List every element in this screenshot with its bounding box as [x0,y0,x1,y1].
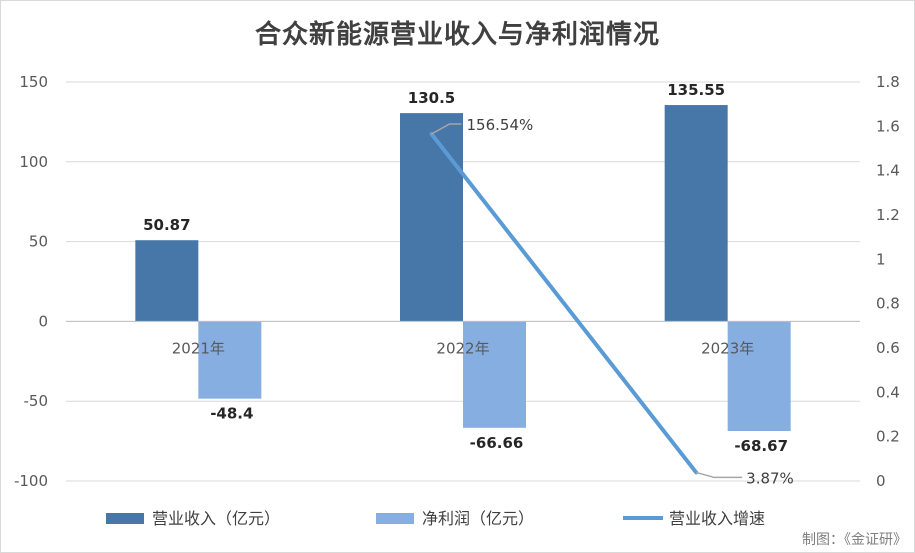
category-label: 2023年 [701,339,754,357]
right-axis-tick-label: 1.8 [876,73,900,91]
right-axis-tick-label: 1 [876,250,886,268]
net-profit-bar [727,321,791,431]
revenue-data-label: 135.55 [667,81,725,99]
growth-data-label: 3.87% [746,469,794,487]
revenue-growth-line [429,132,699,475]
right-axis-tick-label: 0.8 [876,295,900,313]
revenue-bar [400,113,463,322]
legend-label: 营业收入（亿元） [152,509,280,528]
revenue-data-label: 50.87 [143,216,190,234]
left-axis-tick-label: 0 [38,312,48,330]
right-axis-tick-label: 0.6 [876,339,900,357]
right-axis-tick-label: 1.4 [876,162,900,180]
growth-leader-line [431,123,462,135]
legend-swatch [106,513,144,524]
left-axis-tick-label: -50 [24,392,49,410]
revenue-bar [135,240,199,322]
left-axis-tick-label: 100 [19,153,48,171]
net-profit-data-label: -48.4 [210,405,253,423]
net-profit-data-label: -68.67 [734,437,788,455]
right-axis-tick-label: 1.2 [876,206,900,224]
left-axis-tick-label: 150 [19,73,48,91]
right-axis-tick-label: 1.6 [876,117,900,135]
left-axis-tick-label: -100 [14,472,48,490]
legend-label: 营业收入增速 [669,509,765,528]
category-label: 2021年 [172,339,225,357]
net-profit-data-label: -66.66 [470,434,524,452]
net-profit-bar [198,321,262,399]
right-axis-tick-label: 0 [876,472,886,490]
source-credit: 制图：《金证研》 [802,532,907,548]
left-axis-tick-label: 50 [29,233,48,251]
chart-title: 合众新能源营业收入与净利润情况 [254,20,660,50]
revenue-data-label: 130.5 [408,89,455,107]
growth-leader-line [695,471,743,479]
right-axis-tick-label: 0.2 [876,428,900,446]
growth-data-label: 156.54% [467,116,534,134]
legend-label: 净利润（亿元） [422,509,534,528]
category-label: 2022年 [436,339,489,357]
right-axis-tick-label: 0.4 [876,383,900,401]
revenue-bar [664,105,728,322]
legend-swatch [376,513,414,524]
net-profit-bar [463,321,526,428]
